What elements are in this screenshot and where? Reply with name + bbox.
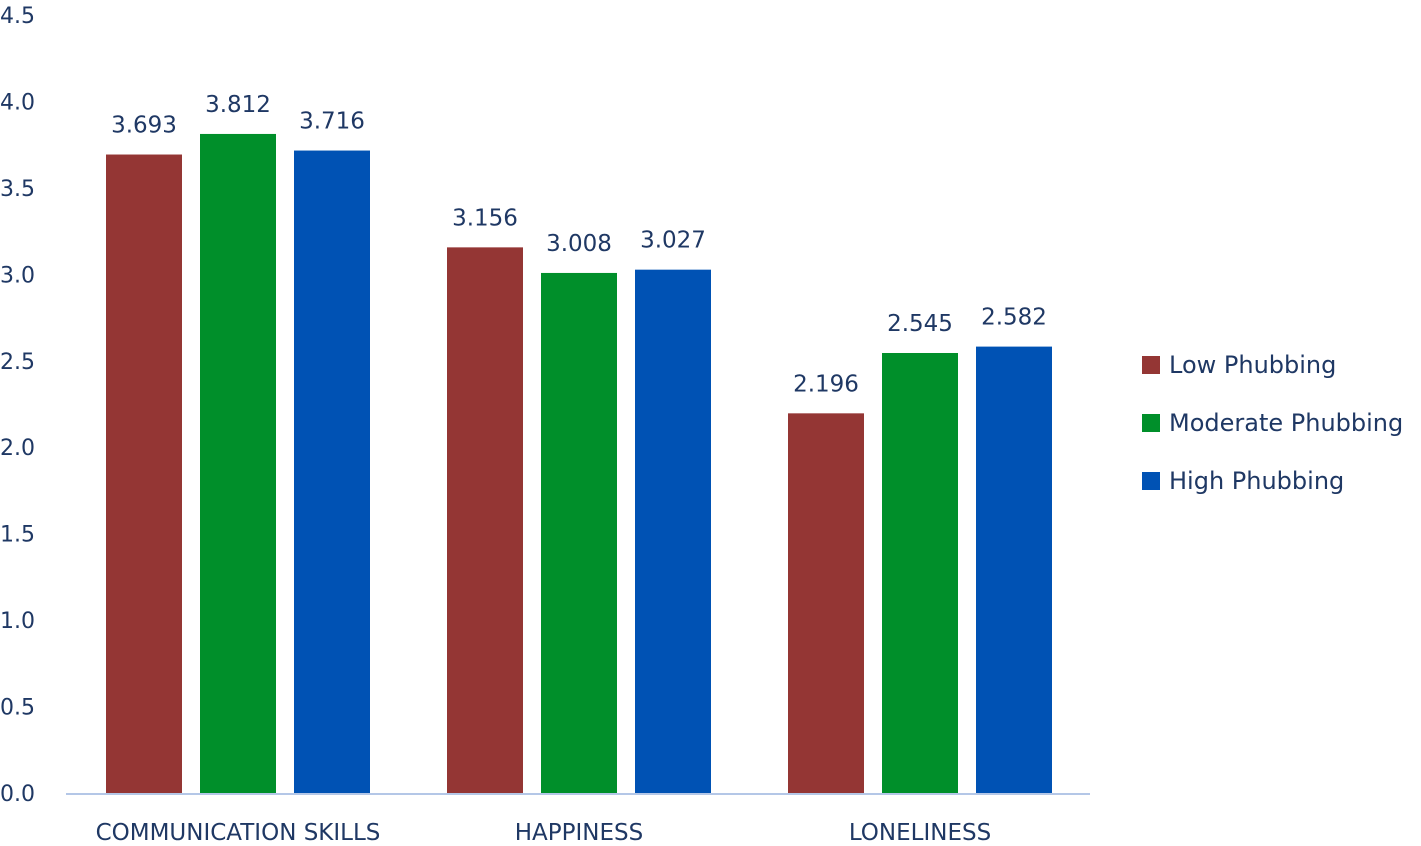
y-tick-label: 2.5 — [0, 350, 35, 375]
bar-high-phubbing — [976, 346, 1052, 793]
data-label: 2.545 — [887, 311, 953, 337]
data-label: 3.027 — [640, 228, 706, 254]
y-tick-label: 1.5 — [0, 523, 35, 548]
y-tick-label: 2.0 — [0, 436, 35, 461]
y-tick-label: 4.0 — [0, 90, 35, 115]
data-label: 3.716 — [299, 109, 365, 135]
bars-group — [106, 133, 1052, 794]
legend-swatch — [1142, 414, 1160, 432]
legend-label: Moderate Phubbing — [1169, 409, 1403, 437]
data-label: 3.008 — [546, 231, 612, 257]
data-label: 2.582 — [981, 305, 1047, 331]
bar-high-phubbing — [294, 150, 370, 793]
category-labels: COMMUNICATION SKILLS HAPPINESS LONELINESS — [96, 820, 992, 846]
data-labels-group: 3.693 3.812 3.716 3.156 3.008 3.027 2.196 2.545… — [111, 92, 1047, 397]
y-tick-label: 0.0 — [0, 782, 35, 807]
y-tick-label: 4.5 — [0, 4, 35, 29]
y-tick-label: 3.0 — [0, 263, 35, 288]
data-label: 3.156 — [452, 205, 518, 231]
x-category-label: COMMUNICATION SKILLS — [96, 820, 381, 842]
legend-swatch — [1142, 356, 1160, 374]
y-tick-label: 1.0 — [0, 609, 35, 634]
y-axis-ticks: 0.0 0.5 1.0 1.5 2.0 2.5 3.0 3.5 4.0 4.5 — [0, 4, 35, 807]
legend-label: Low Phubbing — [1169, 351, 1336, 379]
x-category-label: HAPPINESS — [515, 820, 644, 842]
legend: Low Phubbing Moderate Phubbing High Phubbi… — [1142, 351, 1403, 495]
bar-moderate-phubbing — [541, 272, 617, 794]
bar-moderate-phubbing — [200, 133, 276, 793]
data-label: 2.196 — [793, 371, 859, 397]
bar-low-phubbing — [447, 247, 523, 793]
bar-low-phubbing — [788, 413, 864, 793]
legend-label: High Phubbing — [1169, 467, 1344, 495]
bar-low-phubbing — [106, 154, 182, 793]
bar-moderate-phubbing — [882, 352, 958, 793]
data-label: 3.693 — [111, 113, 177, 139]
data-label: 3.812 — [205, 92, 271, 118]
legend-swatch — [1142, 472, 1160, 490]
y-tick-label: 0.5 — [0, 696, 35, 721]
x-category-label: LONELINESS — [849, 820, 991, 842]
y-tick-label: 3.5 — [0, 177, 35, 202]
bar-high-phubbing — [635, 269, 711, 793]
